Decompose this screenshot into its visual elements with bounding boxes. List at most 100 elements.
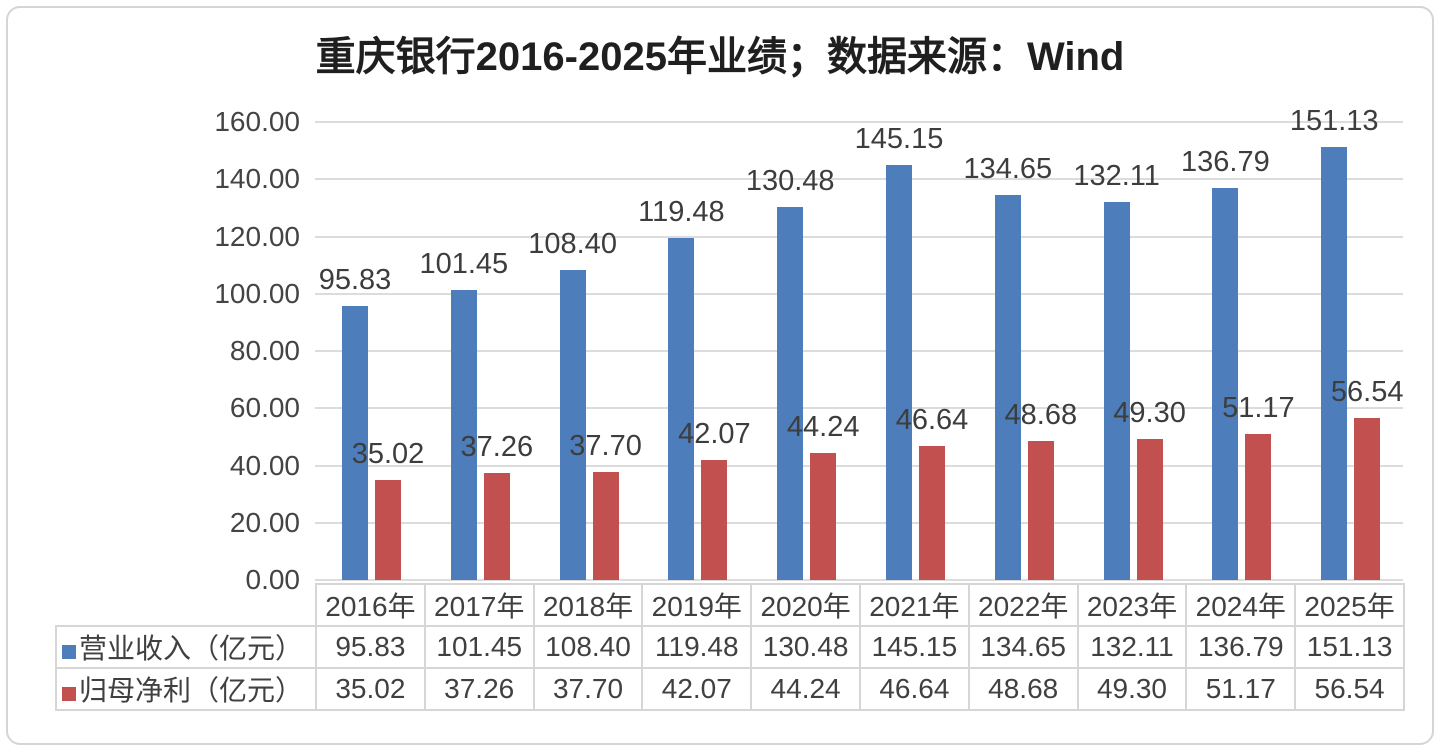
year-header-cell: 2018年 bbox=[532, 583, 644, 627]
gridline bbox=[315, 350, 1403, 352]
table-corner-blank bbox=[56, 584, 316, 626]
y-axis-tick-label: 120.00 bbox=[214, 220, 300, 252]
profit-bar bbox=[919, 446, 945, 580]
revenue-bar bbox=[886, 164, 912, 580]
profit-bar bbox=[592, 472, 619, 580]
value-label: 46.64 bbox=[895, 404, 969, 437]
value-label: 108.40 bbox=[528, 227, 617, 260]
value-label: 48.68 bbox=[1004, 398, 1078, 431]
value-cell: 48.68 bbox=[967, 667, 1079, 711]
revenue-bar bbox=[1321, 147, 1348, 580]
value-label: 42.07 bbox=[678, 417, 751, 450]
year-header-cell: 2022年 bbox=[967, 583, 1079, 627]
profit-bar bbox=[1245, 433, 1272, 580]
value-cell: 51.17 bbox=[1185, 667, 1297, 711]
value-label: 136.79 bbox=[1181, 146, 1270, 179]
y-axis-tick-label: 20.00 bbox=[229, 506, 300, 538]
value-label: 35.02 bbox=[351, 437, 425, 470]
value-cell: 37.26 bbox=[423, 667, 535, 711]
value-cell: 151.13 bbox=[1294, 625, 1405, 669]
gridline bbox=[315, 579, 1403, 581]
value-cell: 119.48 bbox=[641, 625, 753, 669]
legend-swatch-icon bbox=[62, 687, 76, 701]
y-axis-tick-label: 140.00 bbox=[214, 163, 300, 195]
profit-bar bbox=[1136, 438, 1163, 580]
legend-swatch-icon bbox=[62, 645, 76, 659]
revenue-bar bbox=[450, 289, 477, 580]
year-header-cell: 2021年 bbox=[858, 583, 970, 627]
revenue-bar bbox=[1103, 201, 1130, 580]
profit-bar bbox=[483, 473, 510, 580]
value-label: 134.65 bbox=[963, 152, 1053, 185]
value-label: 49.30 bbox=[1113, 396, 1186, 429]
gridline bbox=[315, 235, 1403, 238]
value-label: 151.13 bbox=[1289, 105, 1379, 138]
gridline bbox=[315, 521, 1403, 524]
value-label: 44.24 bbox=[786, 411, 860, 444]
legend-cell-profit: 归母净利（亿元） bbox=[55, 667, 317, 711]
year-header-cell: 2020年 bbox=[750, 583, 861, 627]
profit-bar bbox=[1354, 418, 1381, 580]
value-label: 132.11 bbox=[1073, 159, 1160, 192]
year-header-cell: 2019年 bbox=[641, 583, 753, 627]
value-label: 119.48 bbox=[638, 195, 725, 228]
year-header-cell: 2024年 bbox=[1185, 583, 1297, 627]
value-label: 37.70 bbox=[569, 430, 642, 463]
gridline bbox=[315, 464, 1403, 467]
data-table: 2016年 2017年 2018年 2019年 2020年 2021年 2022年 2023年… bbox=[55, 583, 1405, 711]
value-cell: 35.02 bbox=[315, 667, 426, 711]
value-label: 51.17 bbox=[1222, 391, 1295, 424]
value-label: 37.26 bbox=[460, 431, 534, 464]
profit-bar bbox=[701, 459, 728, 580]
profit-bar bbox=[1027, 440, 1054, 580]
table-row: 营业收入（亿元） 95.83 101.45 108.40 119.48 130.48 145… bbox=[55, 625, 1405, 669]
legend-cell-revenue: 营业收入（亿元） bbox=[55, 625, 317, 669]
value-cell: 134.65 bbox=[967, 625, 1079, 669]
year-header-cell: 2025年 bbox=[1294, 583, 1405, 627]
value-cell: 44.24 bbox=[750, 667, 861, 711]
value-cell: 108.40 bbox=[532, 625, 644, 669]
value-label: 56.54 bbox=[1330, 376, 1404, 409]
gridline bbox=[315, 292, 1403, 295]
gridline bbox=[315, 407, 1403, 410]
value-cell: 95.83 bbox=[315, 625, 426, 669]
value-cell: 136.79 bbox=[1185, 625, 1297, 669]
value-cell: 56.54 bbox=[1294, 667, 1405, 711]
profit-bar bbox=[810, 453, 837, 580]
profit-bar bbox=[375, 479, 401, 580]
value-cell: 101.45 bbox=[423, 625, 535, 669]
year-header-cell: 2023年 bbox=[1076, 583, 1188, 627]
legend-label: 归母净利（亿元） bbox=[79, 675, 304, 706]
value-label: 145.15 bbox=[854, 122, 944, 155]
gridline bbox=[315, 121, 1403, 123]
revenue-bar bbox=[1212, 188, 1239, 580]
y-axis-tick-label: 100.00 bbox=[214, 277, 300, 309]
value-label: 95.83 bbox=[318, 263, 392, 296]
revenue-bar bbox=[777, 206, 804, 580]
value-label: 130.48 bbox=[745, 164, 835, 197]
y-axis-tick-label: 160.00 bbox=[214, 106, 300, 137]
revenue-bar bbox=[994, 194, 1021, 580]
year-header-cell: 2016年 bbox=[315, 583, 426, 627]
value-label: 101.45 bbox=[419, 247, 509, 280]
gridline bbox=[315, 178, 1403, 181]
value-cell: 49.30 bbox=[1076, 667, 1188, 711]
legend-label: 营业收入（亿元） bbox=[79, 633, 304, 664]
revenue-bar bbox=[668, 237, 695, 580]
y-axis-tick-label: 40.00 bbox=[229, 449, 300, 481]
year-header-cell: 2017年 bbox=[423, 583, 535, 627]
revenue-bar bbox=[342, 305, 368, 580]
revenue-bar bbox=[559, 269, 586, 580]
value-cell: 37.70 bbox=[532, 667, 644, 711]
y-axis-tick-label: 0.00 bbox=[245, 564, 301, 595]
value-cell: 145.15 bbox=[858, 625, 970, 669]
value-cell: 132.11 bbox=[1076, 625, 1188, 669]
value-cell: 42.07 bbox=[641, 667, 753, 711]
chart-title: 重庆银行2016-2025年业绩；数据来源：Wind bbox=[315, 35, 1125, 79]
value-cell: 130.48 bbox=[750, 625, 861, 669]
y-axis-tick-label: 80.00 bbox=[229, 335, 300, 366]
value-cell: 46.64 bbox=[858, 667, 970, 711]
table-row: 归母净利（亿元） 35.02 37.26 37.70 42.07 44.24 46.64 48… bbox=[55, 667, 1405, 711]
